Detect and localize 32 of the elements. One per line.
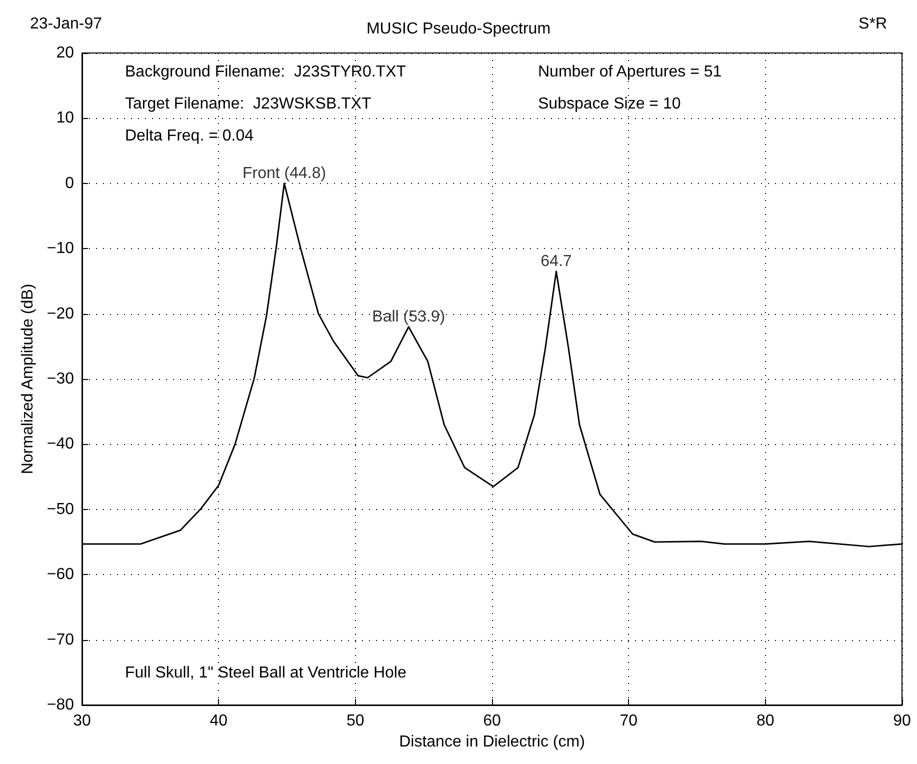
y-tick-label: −30: [46, 370, 74, 388]
annotation: Number of Apertures = 51: [538, 64, 722, 80]
annotation: Subspace Size = 10: [538, 96, 681, 112]
y-tick-label: 0: [65, 174, 74, 192]
text: S*R: [858, 16, 887, 32]
annotation: Target Filename: J23WSKSB.TXT: [125, 96, 372, 112]
y-tick-label: −60: [46, 566, 74, 584]
x-tick-label: 50: [346, 712, 364, 730]
annotation: Front (44.8): [242, 164, 326, 182]
y-tick-label: −80: [46, 696, 74, 714]
annotation: Background Filename: J23STYR0.TXT: [125, 64, 406, 80]
annotation: Ball (53.9): [372, 308, 446, 326]
annotation: Full Skull, 1" Steel Ball at Ventricle Hole: [125, 664, 406, 682]
x-axis-title: Distance in Dielectric (cm): [399, 733, 585, 750]
x-tick-label: 40: [210, 712, 228, 730]
x-tick-label: 30: [73, 712, 91, 730]
x-tick-label: 70: [620, 712, 638, 730]
text: 23-Jan-97: [30, 16, 102, 32]
annotation: 64.7: [540, 252, 572, 270]
y-tick-label: −70: [46, 631, 74, 648]
x-tick-label: 80: [756, 712, 774, 730]
x-tick-label: 60: [483, 712, 501, 730]
y-tick-label: −10: [46, 240, 74, 258]
y-tick-label: −50: [46, 500, 74, 518]
y-tick-label: 20: [56, 44, 74, 62]
annotation: Delta Freq. = 0.04: [125, 128, 254, 144]
y-tick-label: −40: [46, 436, 74, 453]
x-tick-label: 90: [893, 712, 911, 730]
chart-title: MUSIC Pseudo-Spectrum: [366, 20, 551, 38]
y-tick-label: −20: [46, 305, 74, 322]
y-tick-label: 10: [56, 110, 74, 127]
y-axis-title: Normalized Amplitude (dB): [19, 284, 36, 474]
